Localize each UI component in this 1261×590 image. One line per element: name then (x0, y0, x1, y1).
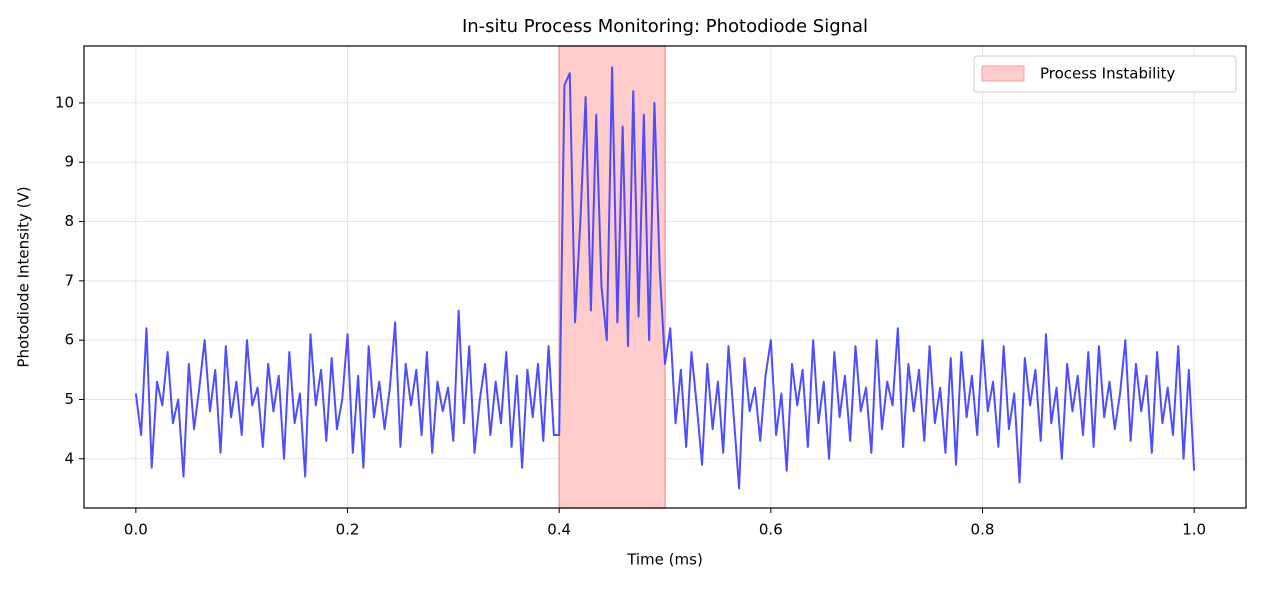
x-tick-label: 0.0 (124, 521, 148, 539)
x-axis-label: Time (ms) (626, 551, 703, 569)
y-tick-label: 10 (55, 93, 74, 111)
x-tick-label: 1.0 (1182, 521, 1206, 539)
x-tick-label: 0.4 (547, 521, 571, 539)
x-tick-label: 0.2 (336, 521, 360, 539)
x-tick-label: 0.8 (971, 521, 995, 539)
signal-line (134, 66, 1196, 490)
legend-swatch (981, 65, 1025, 82)
y-tick-label: 8 (64, 212, 74, 230)
legend-box (973, 55, 1237, 93)
y-tick-label: 9 (64, 153, 74, 171)
legend-label: Process Instability (1040, 65, 1175, 83)
plot-frame (83, 45, 1247, 509)
x-tick-label: 0.6 (759, 521, 783, 539)
y-axis-label: Photodiode Intensity (V) (15, 186, 33, 367)
y-tick-label: 7 (64, 271, 74, 289)
chart-title: In-situ Process Monitoring: Photodiode S… (462, 16, 868, 37)
y-tick-label: 4 (64, 449, 74, 467)
y-tick-label: 5 (64, 390, 74, 408)
y-tick-label: 6 (64, 331, 74, 349)
